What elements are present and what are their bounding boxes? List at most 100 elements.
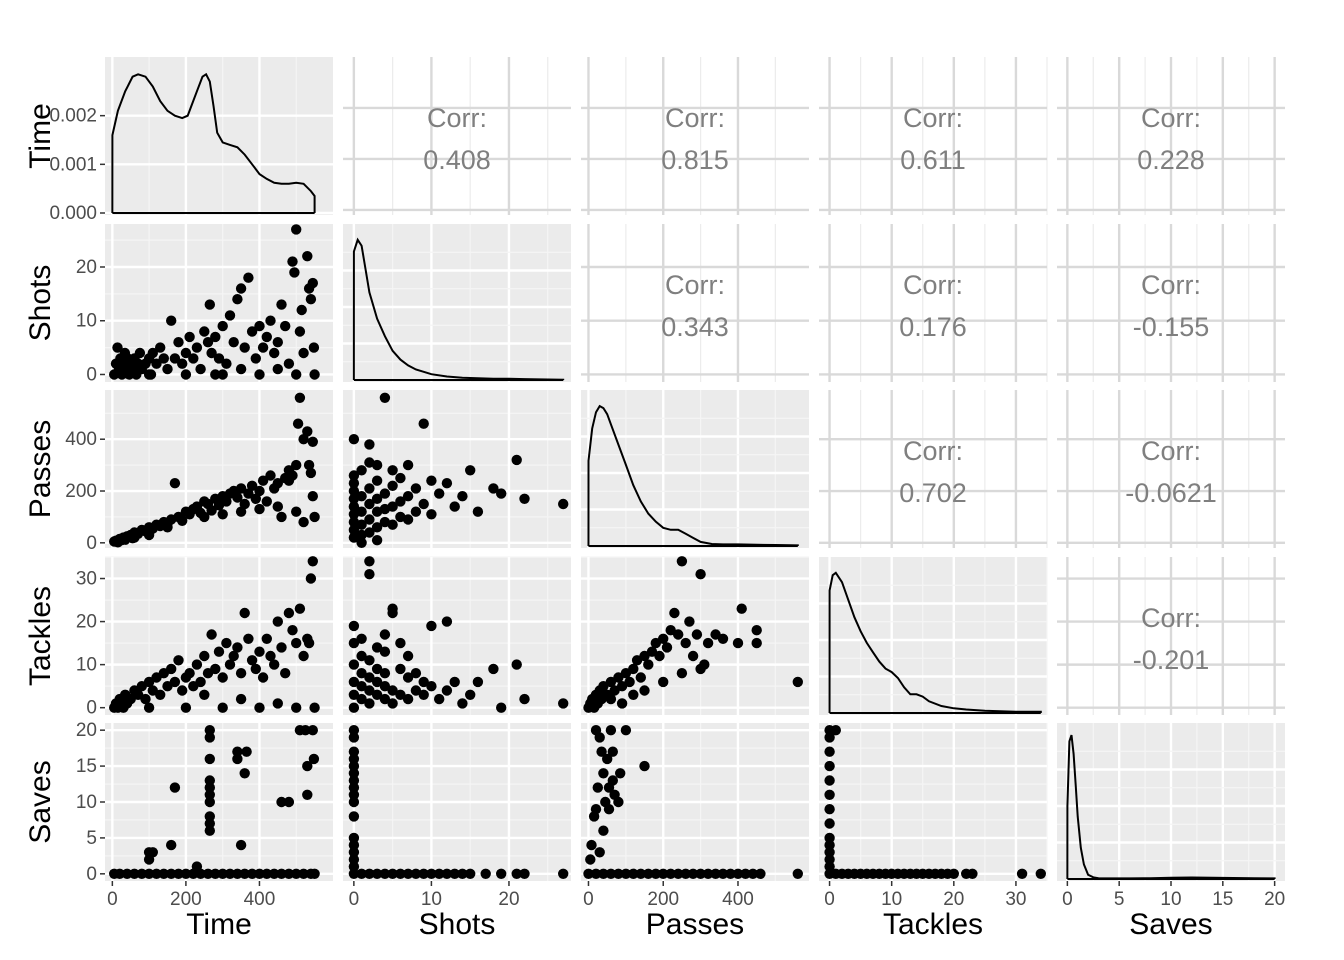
x-tick-label: 20 <box>1264 889 1285 910</box>
scatter-point <box>307 436 318 447</box>
scatter-point <box>496 702 507 713</box>
panel-time-time: 0.000 0.001 0.002 <box>49 57 333 224</box>
scatter-point <box>254 369 265 380</box>
corr-label: Corr: <box>1141 103 1201 133</box>
scatter-point <box>426 620 437 632</box>
scatter-point <box>387 868 398 879</box>
scatter-point <box>309 868 320 879</box>
scatter-point <box>243 633 254 644</box>
y-tick-label: 0 <box>86 864 97 885</box>
scatter-point <box>166 839 177 851</box>
scatter-point <box>221 358 232 369</box>
scatter-point <box>243 272 254 283</box>
scatter-point <box>379 646 391 657</box>
scatter-point <box>511 868 522 879</box>
scatter-point <box>426 509 437 520</box>
scatter-point <box>143 529 155 541</box>
scatter-point <box>348 434 360 445</box>
scatter-point <box>246 655 258 666</box>
row-label-time: Time <box>24 103 57 169</box>
scatter-point <box>348 868 360 879</box>
col-label-shots: Shots <box>419 908 496 941</box>
col-label-tackles: Tackles <box>883 908 983 941</box>
scatter-point <box>204 775 215 786</box>
scatter-point <box>824 746 835 757</box>
scatter-point <box>620 868 632 879</box>
scatter-point <box>418 676 429 688</box>
scatter-point <box>210 331 221 343</box>
scatter-point <box>235 506 247 517</box>
scatter-point <box>308 342 320 353</box>
corr-label: Corr: <box>665 270 725 300</box>
scatter-point <box>191 342 203 353</box>
scatter-point <box>441 685 453 696</box>
scatter-point <box>348 832 360 844</box>
scatter-point <box>676 556 688 567</box>
scatter-point <box>607 775 618 786</box>
scatter-point <box>379 488 391 499</box>
y-tick-label: 20 <box>76 257 97 278</box>
scatter-point <box>199 689 210 700</box>
scatter-point <box>465 689 476 700</box>
panel-passes-shots <box>343 390 571 548</box>
scatter-point <box>261 868 272 879</box>
scatter-point <box>235 363 247 375</box>
scatter-point <box>254 702 265 713</box>
scatter-point <box>173 868 184 879</box>
scatter-point <box>348 811 360 822</box>
x-tick-label: 30 <box>1005 889 1026 910</box>
scatter-point <box>379 868 391 879</box>
scatter-point <box>596 746 607 757</box>
scatter-point <box>283 796 295 808</box>
scatter-point <box>180 347 192 359</box>
x-tick-label: 10 <box>881 889 902 910</box>
panel-saves-shots: 0 10 20 <box>343 723 571 910</box>
scatter-point <box>204 825 215 836</box>
corr-value: 0.176 <box>899 312 967 342</box>
scatter-point <box>830 725 841 736</box>
row-label-saves: Saves <box>24 760 57 843</box>
scatter-point <box>155 342 166 353</box>
scatter-point <box>180 702 192 713</box>
y-tick-label: 10 <box>76 655 97 676</box>
scatter-point <box>195 363 206 375</box>
scatter-point <box>254 503 265 515</box>
panel-time-shots: Corr: 0.408 <box>343 57 571 215</box>
panel-shots-time: 0 10 20 <box>76 224 333 385</box>
scatter-point <box>511 659 522 670</box>
scatter-point <box>658 868 669 879</box>
scatter-point <box>488 483 499 494</box>
scatter-point <box>356 506 367 517</box>
scatter-point <box>628 663 639 675</box>
scatter-point <box>395 663 406 675</box>
scatter-point <box>387 519 398 530</box>
scatter-point <box>302 426 313 437</box>
density-curve-passes <box>587 404 799 547</box>
scatter-point <box>348 789 360 800</box>
scatter-point <box>410 483 422 494</box>
scatter-point <box>250 493 261 504</box>
corr-label: Corr: <box>427 103 487 133</box>
scatter-point <box>387 480 398 491</box>
corr-label: Corr: <box>903 270 963 300</box>
scatter-point <box>235 483 247 494</box>
scatter-point <box>702 868 714 879</box>
panel-tackles-tackles <box>819 557 1048 715</box>
scatter-point <box>228 650 239 662</box>
scatter-point <box>121 868 133 879</box>
scatter-point <box>291 506 302 517</box>
scatter-point <box>602 753 613 765</box>
scatter-point <box>824 804 835 815</box>
scatter-point <box>1016 868 1028 879</box>
scatter-point <box>254 485 265 497</box>
scatter-point <box>457 491 468 502</box>
scatter-point <box>449 676 460 688</box>
scatter-point <box>246 326 258 337</box>
scatter-point <box>824 760 835 772</box>
scatter-point <box>309 702 320 713</box>
scatter-point <box>298 516 309 528</box>
corr-value: 0.408 <box>423 145 491 175</box>
scatter-point <box>402 491 414 502</box>
scatter-point <box>143 868 155 879</box>
